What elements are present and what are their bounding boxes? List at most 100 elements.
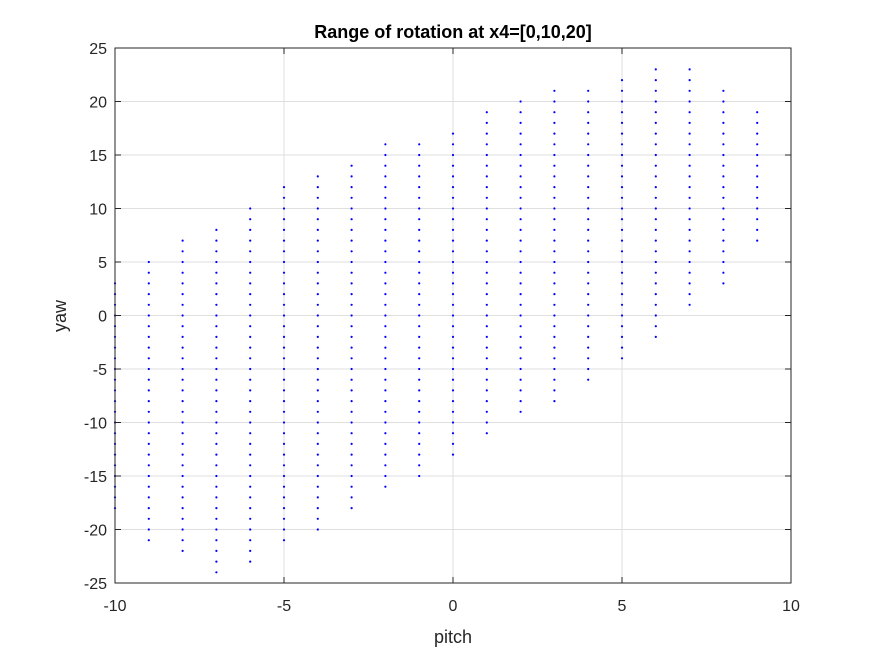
data-point	[587, 303, 590, 306]
data-point	[485, 314, 488, 317]
data-point	[451, 303, 455, 306]
data-point	[485, 111, 488, 114]
data-point	[553, 335, 556, 338]
data-point	[147, 282, 150, 285]
data-point	[350, 464, 353, 467]
data-point	[384, 303, 387, 306]
data-point	[688, 282, 691, 285]
data-point	[282, 464, 286, 467]
data-point	[418, 400, 421, 403]
data-point	[282, 389, 286, 392]
data-point	[553, 175, 556, 178]
data-point	[688, 293, 691, 296]
data-point	[215, 507, 218, 510]
data-point	[282, 453, 286, 456]
data-point	[756, 143, 759, 146]
data-point	[654, 132, 657, 135]
data-point	[587, 282, 590, 285]
data-point	[418, 228, 421, 231]
data-point	[350, 421, 353, 424]
data-point	[722, 218, 725, 221]
data-point	[519, 303, 522, 306]
data-point	[451, 207, 455, 210]
data-point	[282, 260, 286, 264]
data-point	[620, 325, 624, 328]
data-point	[215, 410, 218, 413]
data-point	[181, 549, 184, 553]
data-point	[384, 260, 387, 264]
data-point	[485, 239, 488, 242]
data-point	[587, 357, 590, 360]
y-axis-label: yaw	[50, 299, 70, 332]
data-point	[620, 111, 624, 114]
data-point	[418, 410, 421, 413]
data-point	[316, 507, 319, 510]
data-point	[620, 314, 624, 317]
data-point	[215, 571, 218, 574]
data-point	[756, 196, 759, 199]
data-point	[249, 464, 252, 467]
data-point	[215, 357, 218, 360]
data-point	[384, 143, 387, 146]
data-point	[587, 121, 590, 124]
data-point	[384, 325, 387, 328]
data-point	[147, 507, 150, 510]
data-point	[722, 260, 725, 264]
data-point	[249, 528, 252, 531]
data-point	[553, 325, 556, 328]
data-point	[316, 239, 319, 242]
x-tick-labels: -10 -5 0 5 10	[103, 598, 800, 615]
data-point	[316, 175, 319, 178]
data-point	[553, 207, 556, 210]
data-point	[587, 111, 590, 114]
data-point	[181, 517, 184, 520]
data-point	[418, 282, 421, 285]
data-point	[249, 539, 252, 542]
data-point	[756, 121, 759, 124]
data-point	[249, 271, 252, 274]
data-point	[519, 260, 522, 264]
data-point	[282, 421, 286, 424]
data-point	[147, 474, 150, 478]
data-point	[181, 474, 184, 478]
data-point	[620, 303, 624, 306]
data-point	[519, 207, 522, 210]
data-point	[147, 378, 150, 381]
data-point	[451, 346, 455, 349]
data-point	[350, 442, 353, 445]
data-point	[418, 335, 421, 338]
data-point	[587, 378, 590, 381]
data-point	[418, 271, 421, 274]
data-point	[282, 207, 286, 210]
data-point	[451, 357, 455, 360]
data-point	[316, 282, 319, 285]
data-point	[147, 346, 150, 349]
data-point	[249, 357, 252, 360]
data-point	[654, 143, 657, 146]
data-point	[587, 196, 590, 199]
data-point	[316, 432, 319, 435]
data-point	[181, 250, 184, 253]
data-point	[519, 400, 522, 403]
data-point	[418, 186, 421, 189]
data-point	[384, 271, 387, 274]
y-tick-labels: 25 20 15 10 5 0 -5 -10 -15 -20 -25	[84, 41, 107, 593]
data-point	[485, 432, 488, 435]
data-point	[451, 421, 455, 424]
data-point	[451, 271, 455, 274]
data-point	[451, 282, 455, 285]
data-point	[418, 378, 421, 381]
data-point	[350, 207, 353, 210]
data-point	[350, 260, 353, 264]
data-point	[654, 164, 657, 167]
data-point	[249, 442, 252, 445]
data-point	[756, 132, 759, 135]
data-point	[654, 282, 657, 285]
data-point	[350, 282, 353, 285]
y-tick-label: -25	[84, 576, 107, 593]
data-point	[756, 239, 759, 242]
data-point	[350, 496, 353, 499]
data-point	[485, 250, 488, 253]
data-point	[350, 303, 353, 306]
